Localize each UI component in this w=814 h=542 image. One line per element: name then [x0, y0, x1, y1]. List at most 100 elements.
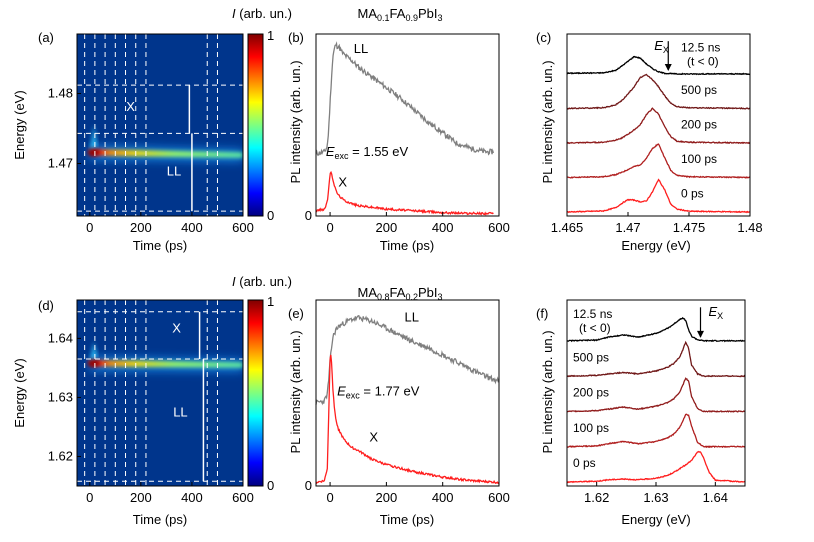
xlabel-a: Time (ps) [133, 238, 187, 253]
spectrum-label-c: 500 ps [681, 83, 717, 97]
xlabel-b: Time (ps) [380, 238, 434, 253]
spectrum-label-f: 200 ps [573, 386, 609, 400]
xtick-label-c: 1.48 [737, 220, 762, 235]
xtick-label-d: 0 [86, 490, 93, 505]
ytick-label-d: 1.62 [48, 448, 73, 463]
ytick-label-a: 1.47 [48, 156, 73, 171]
colorbar-top-min: 0 [267, 208, 274, 223]
axes-ticks-e: 0 200 400 600 0 [305, 478, 510, 505]
colorbar-bottom-bar [247, 299, 264, 487]
heatmap-a: X LL [77, 34, 243, 216]
peak-spot-a [87, 148, 100, 156]
panel-f: (f) 12.5 ns(t < 0) 500 ps 200 ps 100 ps 0 ps… [536, 299, 746, 527]
xtick-label-b: 400 [432, 220, 454, 235]
axes-frame-d [76, 299, 244, 487]
plot-f: 12.5 ns(t < 0) 500 ps 200 ps 100 ps 0 ps EX [566, 304, 746, 484]
colorbar-bottom: I (arb. un.) 1 0 [232, 274, 292, 493]
spectrum-label-c: 12.5 ns [681, 40, 720, 54]
ylabel-c: PL intensity (arb. un.) [540, 60, 555, 183]
xtick-label-a: 200 [130, 220, 152, 235]
spectrum-label-f: 500 ps [573, 350, 609, 364]
axes-frame-a [76, 33, 244, 217]
series-X-e [315, 354, 500, 485]
panel-label-e: (e) [288, 306, 304, 321]
ex-subscript: X [717, 311, 723, 321]
ex-label-f: EX [709, 304, 724, 321]
spectrum-500-ps-c [566, 73, 751, 110]
ylabel-b: PL intensity (arb. un.) [288, 60, 303, 183]
xtick-label-f: 1.64 [703, 490, 728, 505]
colorbar-bottom-label: I (arb. un.) [232, 274, 292, 289]
xtick-label-c: 1.47 [615, 220, 640, 235]
spectrum-100-ps-c [567, 143, 751, 179]
title-bottom: MA0.8FA0.2PbI3 [358, 285, 443, 302]
spectrum-200-ps-f [566, 377, 746, 413]
ylabel-a: Energy (eV) [12, 90, 27, 159]
title-top: MA0.1FA0.9PbI3 [358, 6, 443, 23]
region-label-d: LL [173, 404, 187, 419]
panel-label-c: (c) [536, 30, 551, 45]
panel-e: (e) LL X Eexc = 1.77 eV 0 200 400 600 0 Time (… [288, 299, 510, 527]
panel-c: (c) 12.5 ns(t < 0) 500 ps 200 ps 100 ps 0 ps… [536, 30, 763, 253]
axes-frame-e [315, 299, 500, 487]
xtick-label-e: 200 [376, 490, 398, 505]
colorbar-top-max: 1 [267, 28, 274, 43]
xtick-label-a: 0 [86, 220, 93, 235]
panel-label-d: (d) [38, 298, 54, 313]
region-label-a: LL [167, 163, 181, 178]
panel-label-b: (b) [288, 30, 304, 45]
spectrum-200-ps-c [566, 107, 751, 145]
plot-b: LL X Eexc = 1.55 eV [315, 41, 495, 216]
ytick-label-d: 1.63 [48, 389, 73, 404]
spectrum-12.5-ns-c [566, 55, 751, 76]
xtick-label-b: 200 [376, 220, 398, 235]
axes-frame-b [315, 33, 500, 217]
spectrum-label-c: 100 ps [681, 152, 717, 166]
series-LL-b [315, 41, 495, 157]
heatmap-d: X LL [77, 300, 243, 486]
xlabel-c: Energy (eV) [621, 238, 690, 253]
xlabel-f: Energy (eV) [621, 512, 690, 527]
xtick-label-f: 1.63 [643, 490, 668, 505]
excitation-symbol: E [326, 144, 335, 159]
spectrum-label-f: 12.5 ns [573, 307, 612, 321]
panel-b: (b) LL X Eexc = 1.55 eV 0 200 400 600 0 Time (… [288, 30, 510, 253]
colorbar-top-label: I (arb. un.) [232, 6, 292, 21]
panel-a: (a) X LL 0 200 400 600 1.47 1.48 Time (ps) Ene… [12, 30, 254, 253]
ytick-label-d: 1.64 [48, 330, 73, 345]
xtick-label-d: 400 [181, 490, 203, 505]
colorbar-bottom-min: 0 [267, 478, 274, 493]
xtick-label-e: 600 [488, 490, 510, 505]
spectrum-label-c: 200 ps [681, 117, 717, 131]
ylabel-f: PL intensity (arb. un.) [540, 330, 555, 453]
early-tail-a [89, 125, 98, 153]
plot-e: LL X Eexc = 1.77 eV [315, 309, 500, 485]
excitation-symbol: E [337, 384, 346, 399]
ex-symbol: E [709, 304, 718, 319]
ex-arrow-head-f [697, 330, 704, 338]
excitation-value: = 1.55 eV [349, 144, 409, 159]
series-X-b [315, 170, 494, 216]
ex-symbol: E [654, 38, 663, 53]
ytick-label-b: 0 [305, 208, 312, 223]
ytick-label-e: 0 [305, 478, 312, 493]
axes-ticks-d: 0 200 400 600 1.62 1.63 1.64 [48, 330, 254, 505]
colorbar-top: I (arb. un.) 1 0 [232, 6, 292, 223]
xtick-label-c: 1.475 [673, 220, 706, 235]
ylabel-d: Energy (eV) [12, 358, 27, 427]
spectrum-label-sub-f: (t < 0) [579, 321, 611, 335]
axes-ticks-c: 1.465 1.47 1.475 1.48 [551, 212, 763, 235]
region-label-d: X [172, 320, 181, 335]
panel-label-a: (a) [38, 30, 54, 45]
ex-arrow-head-c [664, 63, 672, 71]
panel-label-f: (f) [536, 306, 548, 321]
ex-label-c: EX [654, 38, 669, 55]
spectrum-label-c: 0 ps [681, 187, 704, 201]
xtick-label-b: 600 [488, 220, 510, 235]
xtick-label-c: 1.465 [551, 220, 584, 235]
excitation-subscript: exc [346, 391, 361, 401]
xtick-label-d: 600 [232, 490, 254, 505]
ex-subscript: X [663, 45, 669, 55]
xtick-label-e: 0 [326, 490, 333, 505]
